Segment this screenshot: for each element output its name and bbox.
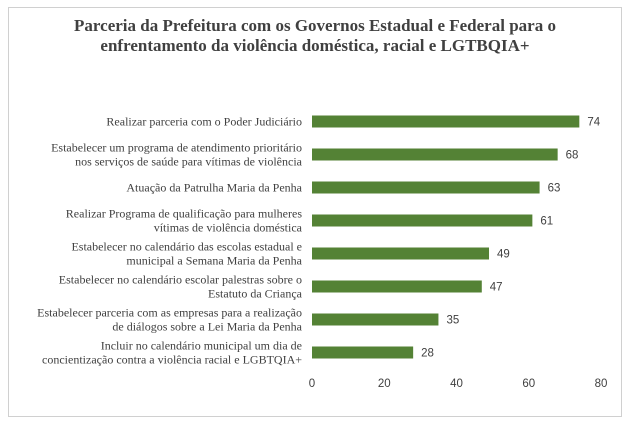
category-label-2: Estabelecer um programa de atendimento p… xyxy=(51,141,303,169)
bar-8 xyxy=(312,346,414,359)
data-label-5: 49 xyxy=(497,249,510,261)
data-label-2: 68 xyxy=(566,150,579,162)
chart-title-line-1: Parceria da Prefeitura com os Governos E… xyxy=(74,16,556,35)
data-label-4: 61 xyxy=(540,216,553,228)
category-label-6: Estabelecer no calendário escolar palest… xyxy=(59,273,303,301)
data-label-3: 63 xyxy=(548,183,561,195)
bar-5 xyxy=(312,247,490,260)
bar-6 xyxy=(312,280,482,293)
x-tick-label-40: 40 xyxy=(450,378,463,390)
bar-7 xyxy=(312,313,439,326)
x-tick-label-20: 20 xyxy=(378,378,391,390)
category-label-4: Realizar Programa de qualificação para m… xyxy=(66,207,303,235)
category-label-5: Estabelecer no calendário das escolas es… xyxy=(71,240,302,268)
category-label-1: Realizar parceria com o Poder Judiciário xyxy=(106,115,302,129)
data-label-1: 74 xyxy=(587,117,600,129)
category-label-7: Estabelecer parceria com as empresas par… xyxy=(37,306,302,334)
data-label-7: 35 xyxy=(446,315,459,327)
x-tick-label-60: 60 xyxy=(522,378,535,390)
chart-title: Parceria da Prefeitura com os Governos E… xyxy=(0,16,630,56)
data-label-6: 47 xyxy=(490,282,503,294)
category-label-3: Atuação da Patrulha Maria da Penha xyxy=(126,181,302,195)
bar-4 xyxy=(312,214,533,227)
chart-title-line-2: enfrentamento da violência doméstica, ra… xyxy=(100,36,530,55)
category-label-8: Incluir no calendário municipal um dia d… xyxy=(42,339,302,367)
bar-2 xyxy=(312,148,558,161)
bar-3 xyxy=(312,181,540,194)
x-tick-label-0: 0 xyxy=(309,378,315,390)
x-tick-label-80: 80 xyxy=(595,378,608,390)
data-label-8: 28 xyxy=(421,348,434,360)
bar-1 xyxy=(312,115,580,128)
